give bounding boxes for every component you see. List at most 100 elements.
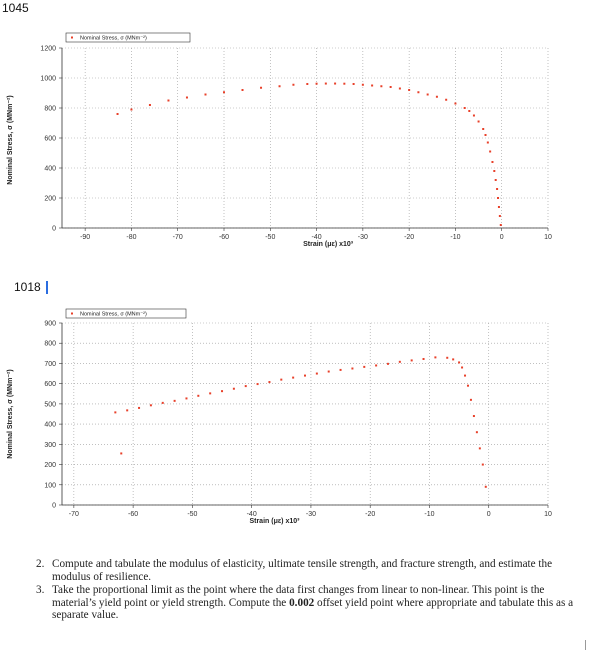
data-point xyxy=(389,86,392,88)
data-point xyxy=(484,134,487,136)
x-tick-label: -10 xyxy=(424,511,434,518)
data-point xyxy=(173,399,176,402)
x-tick-label: -40 xyxy=(247,511,257,518)
y-tick-label: 700 xyxy=(44,361,56,368)
data-point xyxy=(148,104,151,106)
data-point xyxy=(482,128,485,130)
data-point xyxy=(232,387,235,390)
x-tick-label: 10 xyxy=(544,511,552,518)
data-point xyxy=(204,93,207,96)
data-point xyxy=(304,374,306,377)
data-point xyxy=(278,85,281,88)
data-point xyxy=(197,394,200,397)
x-tick-label: -70 xyxy=(69,511,79,518)
data-point xyxy=(209,392,212,395)
x-tick-label: -90 xyxy=(80,234,90,241)
data-point xyxy=(268,381,271,384)
y-tick-label: 900 xyxy=(44,321,56,328)
data-point xyxy=(464,374,467,377)
x-tick-label: -70 xyxy=(173,234,183,241)
data-point xyxy=(434,356,437,359)
question-number: 3. xyxy=(36,584,45,597)
data-point xyxy=(167,99,170,102)
data-point xyxy=(497,197,500,199)
data-point xyxy=(461,366,464,369)
data-point xyxy=(363,365,366,368)
y-tick-label: 1000 xyxy=(40,76,56,83)
data-point xyxy=(371,84,374,87)
y-tick-label: 600 xyxy=(44,136,56,143)
y-tick-label: 800 xyxy=(44,341,56,348)
data-point xyxy=(472,114,475,117)
y-tick-label: 500 xyxy=(44,401,56,408)
chart1-label: 1045 xyxy=(2,1,29,15)
legend-label: Nominal Stress, σ (MNm⁻²) xyxy=(80,36,147,42)
data-point xyxy=(334,82,337,85)
data-point xyxy=(292,83,295,86)
legend-marker xyxy=(71,312,73,315)
data-point xyxy=(435,95,438,98)
y-tick-label: 400 xyxy=(44,422,56,429)
x-tick-label: -80 xyxy=(126,234,136,241)
x-tick-label: -60 xyxy=(219,234,229,241)
legend-label: Nominal Stress, σ (MNm⁻²) xyxy=(80,312,147,318)
question-text: Take the proportional limit as the point… xyxy=(52,584,576,622)
data-point xyxy=(491,161,494,163)
x-tick-label: -30 xyxy=(358,234,368,241)
data-point xyxy=(484,485,487,488)
y-axis-title: Nominal Stress, σ (MNm⁻²) xyxy=(7,369,14,458)
data-point xyxy=(375,364,378,367)
y-tick-label: 0 xyxy=(52,503,56,510)
data-point xyxy=(315,82,318,85)
data-point xyxy=(292,376,295,379)
question-item: 3. Take the proportional limit as the po… xyxy=(36,584,576,622)
data-point xyxy=(361,83,364,86)
data-point xyxy=(446,356,449,359)
y-tick-label: 200 xyxy=(44,462,56,469)
data-point xyxy=(481,463,484,466)
data-point xyxy=(126,409,129,412)
y-tick-label: 100 xyxy=(44,482,56,489)
question-offset-value: 0.002 xyxy=(289,596,315,609)
data-point xyxy=(339,368,342,371)
y-tick-label: 1200 xyxy=(40,46,56,53)
question-text-start: Take the proportional limit as the point… xyxy=(52,584,545,609)
data-point xyxy=(241,89,244,91)
question-text: Compute and tabulate the modulus of elas… xyxy=(52,558,553,583)
data-point xyxy=(244,385,247,388)
data-point xyxy=(478,447,481,450)
legend-marker xyxy=(71,36,73,39)
data-point xyxy=(260,86,263,89)
data-point xyxy=(445,98,448,101)
data-point xyxy=(324,82,327,85)
data-point xyxy=(221,390,224,393)
x-tick-label: 0 xyxy=(487,511,491,518)
x-tick-label: -40 xyxy=(312,234,322,241)
x-tick-label: -10 xyxy=(450,234,460,241)
data-point xyxy=(161,401,164,404)
data-point xyxy=(380,85,383,88)
x-axis-title: Strain (με) x10³ xyxy=(303,241,354,248)
data-point xyxy=(306,83,309,85)
y-tick-label: 600 xyxy=(44,381,56,388)
data-point xyxy=(410,359,413,362)
data-point xyxy=(116,113,119,115)
data-point xyxy=(477,120,480,123)
question-number: 2. xyxy=(36,558,45,570)
y-axis-title: Nominal Stress, σ (MNm⁻²) xyxy=(7,95,14,184)
data-point xyxy=(466,384,469,387)
chart-1: 0 200 400 600 800 1000 1200 -90 -80 -70 -60 -50 -40 -… xyxy=(7,32,552,248)
data-point xyxy=(417,91,420,94)
scroll-indicator xyxy=(585,640,586,650)
x-tick-label: -50 xyxy=(187,511,197,518)
x-tick-label: -60 xyxy=(128,511,138,518)
data-point xyxy=(386,362,389,365)
data-point xyxy=(452,358,455,361)
data-point xyxy=(351,367,354,370)
data-point xyxy=(422,357,425,360)
x-tick-label: -20 xyxy=(365,511,375,518)
data-point xyxy=(327,370,330,373)
data-point xyxy=(149,404,152,407)
